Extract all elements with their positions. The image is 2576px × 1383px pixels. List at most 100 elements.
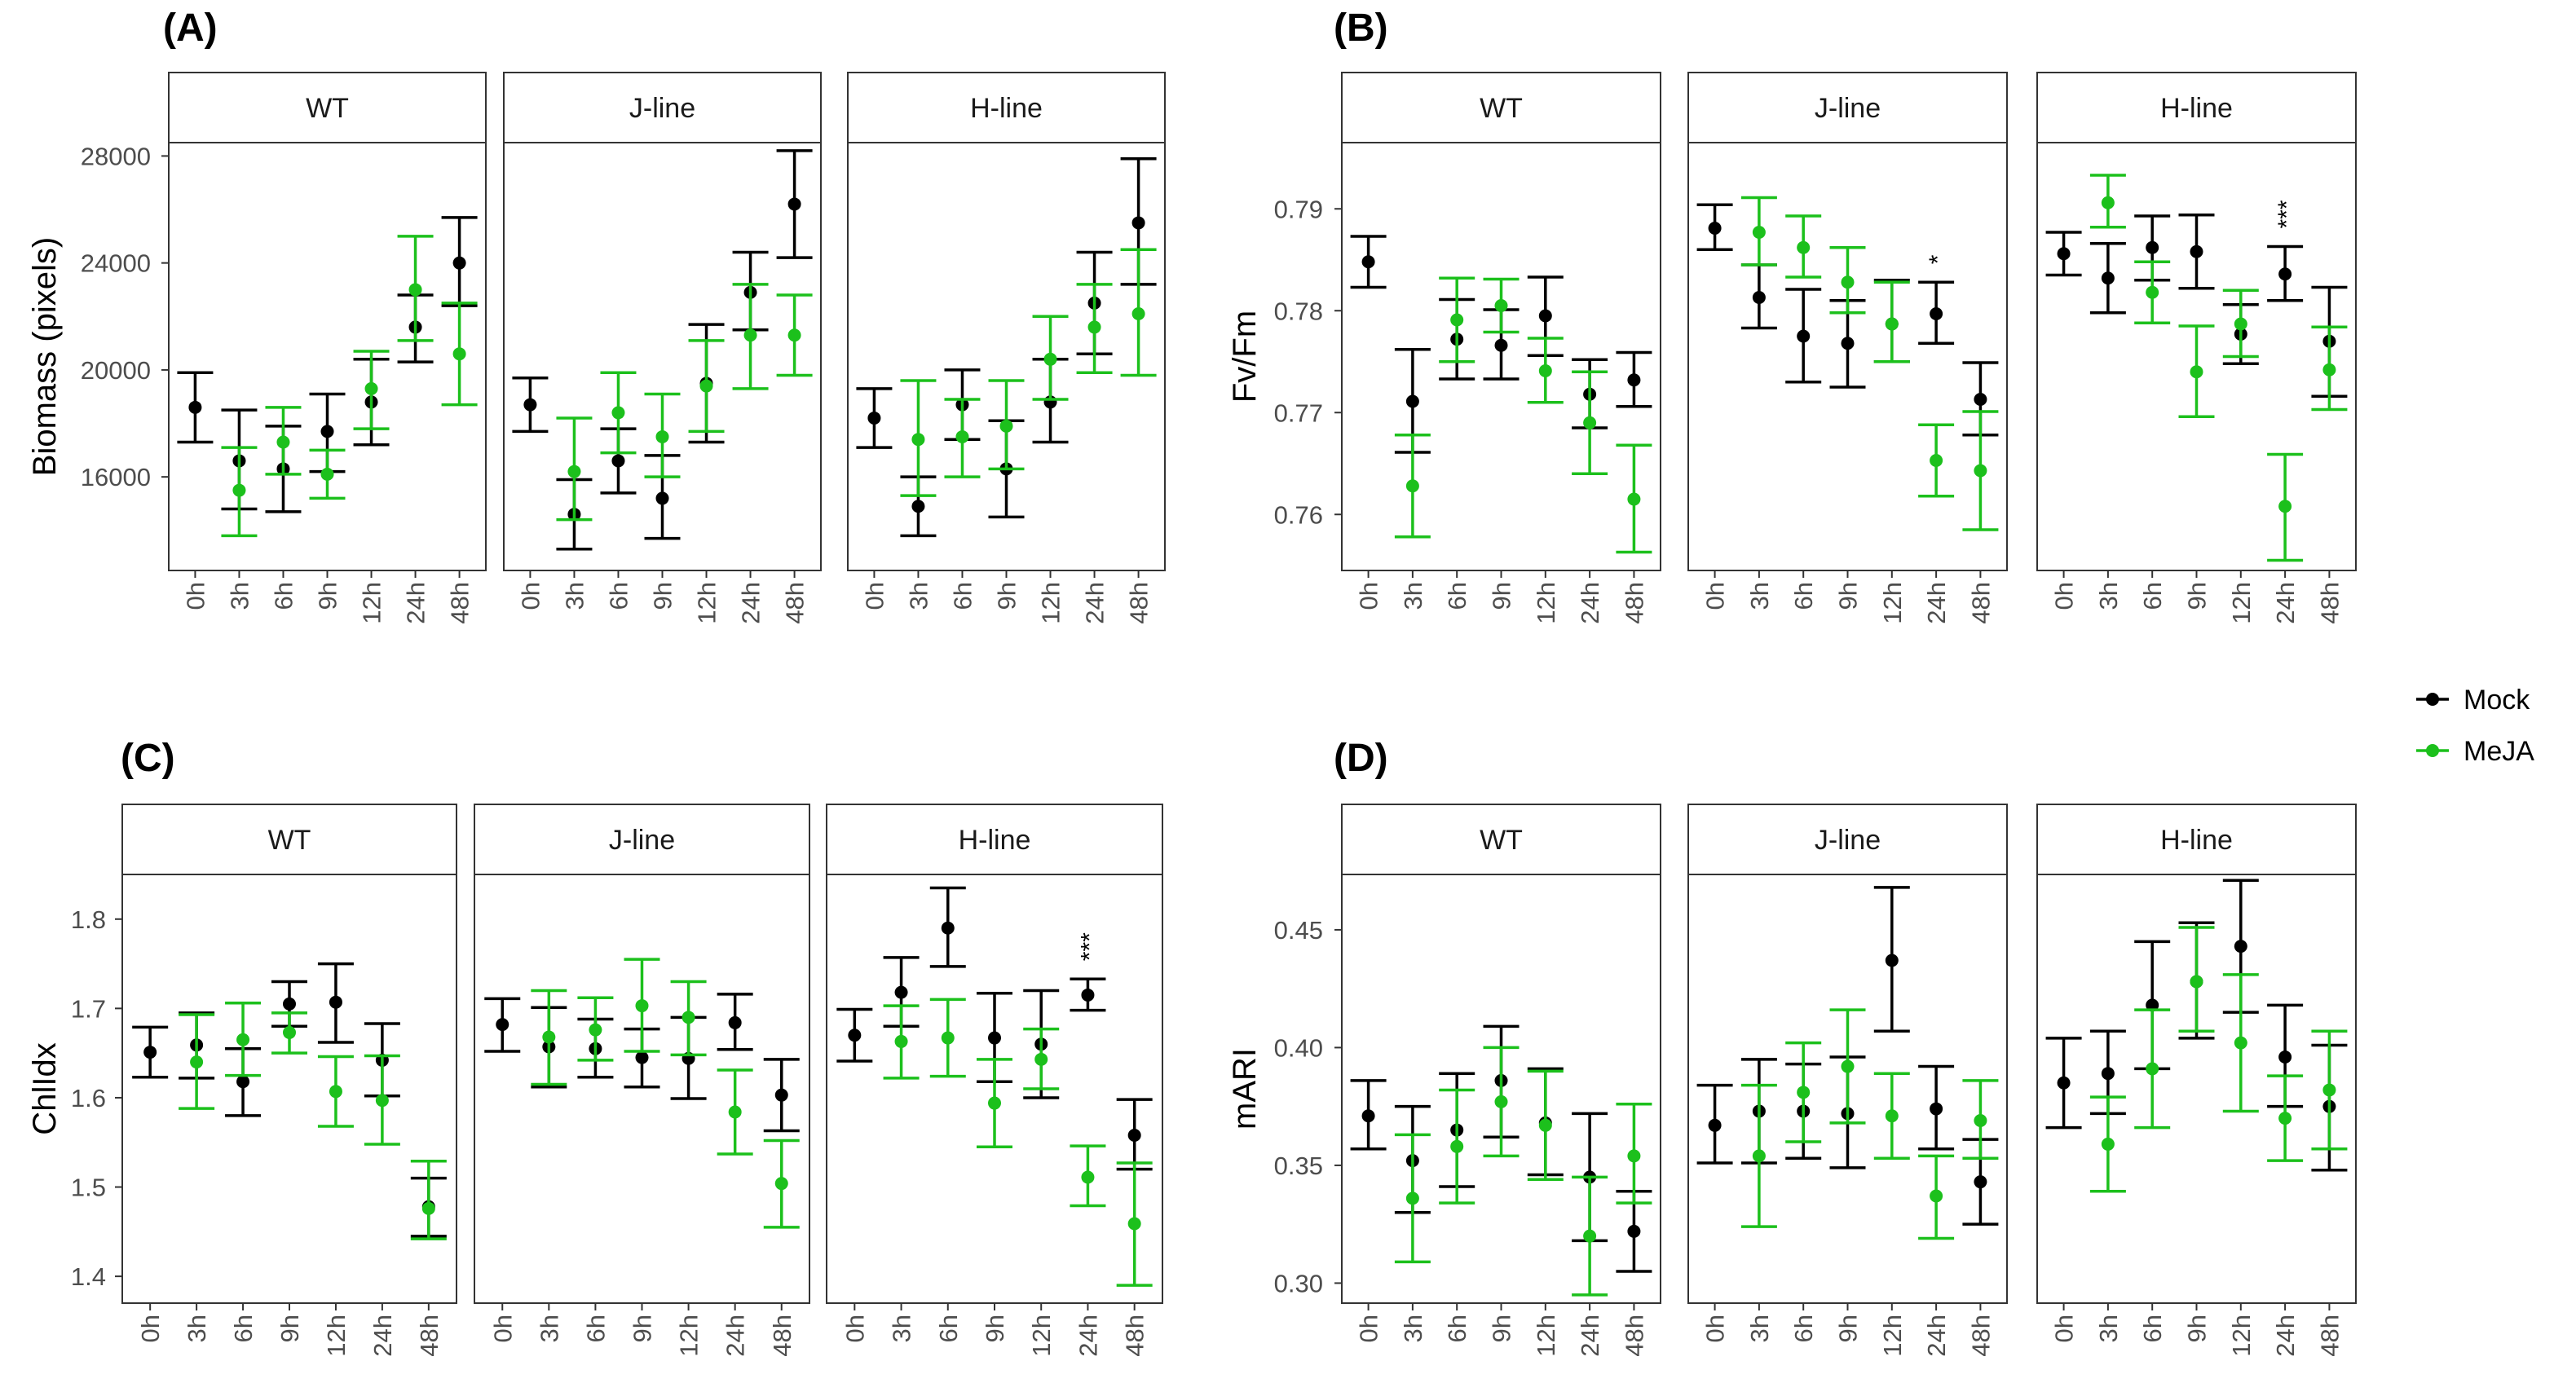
point-meja	[1087, 320, 1101, 334]
x-tick-label: 12h	[1027, 1315, 1056, 1357]
x-tick-label: 9h	[1488, 582, 1516, 610]
y-tick-label: 20000	[81, 356, 151, 385]
x-tick-label: 6h	[269, 582, 298, 610]
facet-strip	[168, 72, 487, 143]
facet-strip-label: J-line	[629, 93, 695, 124]
point-meja	[1405, 479, 1419, 493]
point-meja	[1797, 1086, 1811, 1099]
x-tick-label: 9h	[276, 1315, 304, 1342]
facet-strip-label: WT	[1480, 825, 1523, 856]
x-tick-label: 9h	[993, 582, 1021, 610]
x-tick-label: 9h	[629, 1315, 657, 1342]
x-tick-label: 9h	[1488, 1315, 1516, 1342]
point-meja	[1127, 1217, 1141, 1231]
x-tick-label: 48h	[768, 1315, 796, 1357]
chart-b: (B) Fv/Fm 0.76 0.77 0.78 0.79 WT 0h 3h 6h 9h 12h 24h…	[1227, 7, 2357, 624]
x-tick-label: 0h	[1701, 1315, 1730, 1342]
point-mock	[867, 411, 881, 425]
point-meja	[2278, 500, 2292, 513]
y-tick-label: 0.78	[1274, 297, 1323, 325]
point-meja	[1627, 1149, 1641, 1163]
point-mock	[1131, 216, 1145, 230]
y-tick-label: 16000	[81, 463, 151, 491]
point-meja	[1583, 1229, 1597, 1243]
x-tick-label: 24h	[1922, 1315, 1951, 1357]
x-tick-label: 12h	[1878, 582, 1907, 624]
facet-strip-label: H-line	[2160, 825, 2233, 856]
significance-annotation: ***	[1076, 932, 1103, 961]
point-mock	[988, 1031, 1001, 1045]
point-meja	[955, 429, 969, 443]
point-mock	[655, 491, 669, 505]
legend: Mock MeJA	[2416, 685, 2534, 767]
facet-strip	[847, 72, 1166, 143]
x-tick-label: 0h	[136, 1315, 165, 1342]
point-meja	[567, 465, 581, 478]
y-tick-label: 0.45	[1274, 916, 1323, 945]
point-meja	[1405, 1191, 1419, 1205]
point-meja	[894, 1034, 908, 1048]
point-mock	[2278, 1050, 2292, 1064]
x-tick-label: 48h	[415, 1315, 443, 1357]
point-meja	[1841, 275, 1855, 289]
point-mock	[2057, 1076, 2071, 1090]
point-meja	[1974, 1114, 1987, 1128]
panel-label: (A)	[163, 7, 218, 50]
x-tick-label: 9h	[2183, 1315, 2212, 1342]
facet-strip-label: H-line	[970, 93, 1043, 124]
point-mock	[1974, 393, 1987, 406]
point-meja	[1930, 1189, 1943, 1203]
point-mock	[1797, 329, 1811, 343]
x-tick-label: 48h	[1966, 1315, 1995, 1357]
point-meja	[2234, 317, 2247, 331]
point-meja	[2101, 196, 2115, 209]
legend-label-mock: Mock	[2464, 685, 2530, 716]
y-tick-label: 1.7	[71, 994, 106, 1023]
point-meja	[999, 419, 1013, 433]
x-tick-label: 3h	[1399, 1315, 1427, 1342]
point-meja	[611, 406, 625, 420]
x-tick-label: 12h	[322, 1315, 351, 1357]
x-tick-label: 48h	[2315, 582, 2344, 624]
point-meja	[2190, 975, 2203, 989]
point-mock	[1405, 394, 1419, 408]
point-mock	[911, 500, 925, 513]
facet-j-line: J-line 0h 3h 6h 9h 12h 24h 48h	[1687, 804, 2008, 1357]
x-tick-label: 6h	[1789, 582, 1818, 610]
point-mock	[611, 454, 625, 468]
facet-strip	[1687, 72, 2008, 143]
point-meja	[728, 1105, 742, 1119]
x-tick-label: 24h	[737, 582, 765, 624]
legend-key-mock-point	[2426, 693, 2439, 706]
legend-item-mock: Mock	[2416, 685, 2530, 716]
x-tick-label: 0h	[1701, 582, 1730, 610]
x-tick-label: 12h	[675, 1315, 704, 1357]
point-meja	[421, 1201, 435, 1215]
point-mock	[2190, 244, 2203, 258]
x-tick-label: 9h	[649, 582, 677, 610]
x-tick-label: 6h	[604, 582, 633, 610]
facet-strip-label: J-line	[1815, 93, 1881, 124]
point-mock	[1752, 291, 1766, 304]
x-tick-label: 48h	[2315, 1315, 2344, 1357]
point-meja	[1494, 299, 1508, 312]
x-tick-label: 12h	[1532, 1315, 1560, 1357]
point-mock	[1974, 1175, 1987, 1189]
x-tick-label: 0h	[840, 1315, 869, 1342]
point-meja	[2322, 363, 2336, 377]
y-tick-label: 1.5	[71, 1174, 106, 1202]
x-tick-label: 24h	[721, 1315, 750, 1357]
point-meja	[2190, 365, 2203, 379]
point-meja	[2322, 1083, 2336, 1097]
facet-strip	[2036, 804, 2357, 875]
point-mock	[452, 256, 466, 270]
facet-strip	[474, 804, 810, 875]
x-tick-label: 3h	[2094, 582, 2123, 610]
point-mock	[1841, 337, 1855, 350]
facet-h-line: H-line 0h 3h 6h 9h 12h 24h 48h ***	[826, 804, 1163, 1357]
point-meja	[1930, 454, 1943, 467]
x-tick-label: 0h	[181, 582, 210, 610]
point-mock	[2278, 267, 2292, 281]
facet-wt: WT 0h 3h 6h 9h 12h 24h 48h	[1341, 804, 1661, 1357]
